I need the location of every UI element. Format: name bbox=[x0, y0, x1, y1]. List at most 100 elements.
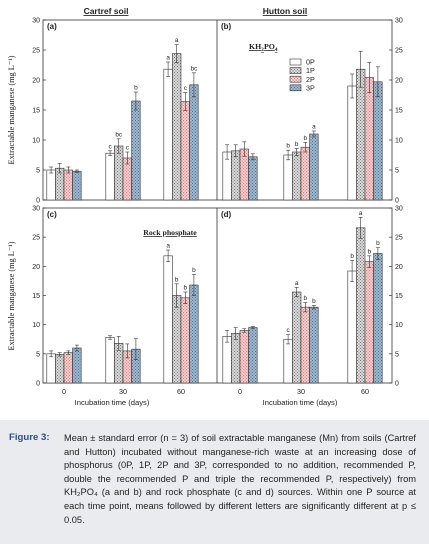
caption-text: Mean ± standard error (n = 3) of soil ex… bbox=[64, 433, 416, 525]
y-tick-label: 0 bbox=[36, 381, 40, 388]
legend-label-0P: 0P bbox=[306, 58, 315, 67]
bar-2P-0 bbox=[63, 352, 73, 384]
significance-letter: b bbox=[368, 248, 372, 255]
y-tick-label: 0 bbox=[395, 198, 399, 205]
x-tick-label: 60 bbox=[361, 387, 369, 396]
bar-0P-60 bbox=[163, 68, 173, 201]
significance-letter: b bbox=[184, 285, 188, 292]
y-tick-label: 20 bbox=[395, 264, 403, 271]
legend-swatch-2P bbox=[289, 75, 302, 83]
legend-swatch-1P bbox=[289, 67, 302, 74]
x-axis-label-right: Incubation time (days) bbox=[263, 398, 338, 407]
y-tick-label: 25 bbox=[395, 48, 403, 55]
top-panel-frame bbox=[42, 19, 393, 201]
significance-letter: b bbox=[295, 141, 299, 148]
bar-1P-60 bbox=[172, 53, 182, 201]
bar-2P-0 bbox=[239, 148, 249, 201]
y-tick-label: 25 bbox=[32, 235, 40, 242]
significance-letter: c bbox=[126, 145, 130, 152]
source-label-part: KH bbox=[249, 42, 261, 51]
y-tick-label: 30 bbox=[32, 18, 40, 25]
significance-letter: b bbox=[175, 276, 179, 283]
bar-2P-60 bbox=[364, 261, 374, 384]
source-label-part: PO bbox=[264, 42, 275, 51]
x-tick-label: 0 bbox=[238, 387, 242, 396]
bar-3P-0 bbox=[248, 156, 258, 201]
bar-1P-60 bbox=[356, 227, 366, 384]
plot-area: (a)051015202530cbccbaacbc(b)051015202530… bbox=[32, 18, 403, 397]
x-axis-label-left: Incubation time (days) bbox=[75, 398, 150, 407]
significance-letter: b bbox=[286, 143, 290, 150]
bar-0P-30 bbox=[283, 338, 293, 384]
significance-letter: b bbox=[376, 240, 380, 247]
y-tick-label: 25 bbox=[32, 48, 40, 55]
bar-3P-30 bbox=[309, 306, 319, 384]
significance-letter: a bbox=[359, 210, 363, 217]
bar-0P-30 bbox=[105, 337, 115, 384]
y-tick-label: 0 bbox=[395, 381, 399, 388]
significance-letter: a bbox=[295, 280, 299, 287]
bar-1P-0 bbox=[231, 150, 241, 201]
bar-3P-30 bbox=[309, 133, 319, 201]
legend-label-1P: 1P bbox=[306, 66, 315, 75]
caption-label: Figure 3: bbox=[9, 432, 50, 443]
bottom-panel-frame bbox=[42, 207, 393, 384]
y-tick-label: 10 bbox=[32, 138, 40, 145]
bar-chart-figure: Cartref soil Hutton soil KH2PO4 Rock pho… bbox=[7, 6, 403, 407]
source-label-bottom: Rock phosphate bbox=[143, 228, 197, 237]
significance-letter: b bbox=[304, 295, 308, 302]
bar-3P-60 bbox=[373, 253, 383, 384]
bar-0P-0 bbox=[46, 169, 56, 201]
y-axis-label-top: Extractable manganese (mg L⁻¹) bbox=[7, 55, 16, 164]
bar-3P-0 bbox=[248, 327, 258, 384]
panel-title-left: Cartref soil bbox=[84, 6, 129, 16]
significance-letter: b bbox=[134, 85, 138, 92]
legend-swatch-3P bbox=[289, 84, 302, 92]
x-tick-label: 0 bbox=[62, 387, 66, 396]
source-label-part: 2 bbox=[261, 47, 264, 53]
y-tick-label: 15 bbox=[32, 108, 40, 115]
y-tick-label: 20 bbox=[32, 78, 40, 85]
bar-2P-0 bbox=[63, 169, 73, 201]
x-tick-label: 60 bbox=[177, 387, 185, 396]
bar-0P-60 bbox=[347, 85, 357, 201]
significance-letter: c bbox=[108, 143, 112, 150]
y-tick-label: 20 bbox=[395, 78, 403, 85]
bar-1P-0 bbox=[231, 333, 241, 384]
y-tick-label: 5 bbox=[395, 351, 399, 358]
y-tick-label: 10 bbox=[395, 138, 403, 145]
legend-swatch-0P bbox=[289, 58, 302, 66]
bar-3P-60 bbox=[373, 81, 383, 201]
significance-letter: bc bbox=[115, 131, 123, 138]
bar-1P-60 bbox=[172, 295, 182, 384]
bar-3P-60 bbox=[189, 284, 199, 384]
legend-label-3P: 3P bbox=[306, 83, 315, 92]
bar-1P-30 bbox=[292, 291, 302, 384]
y-tick-label: 20 bbox=[32, 264, 40, 271]
y-tick-label: 15 bbox=[32, 293, 40, 300]
bar-2P-0 bbox=[239, 330, 249, 384]
bar-2P-30 bbox=[300, 146, 310, 201]
panel-letter: (c) bbox=[47, 210, 57, 219]
y-tick-label: 15 bbox=[395, 108, 403, 115]
significance-letter: a bbox=[166, 243, 170, 250]
source-label-top: KH2PO4 bbox=[249, 42, 278, 53]
significance-letter: c bbox=[184, 85, 188, 92]
y-axis-label-bottom: Extractable manganese (mg L⁻¹) bbox=[7, 241, 16, 350]
bar-1P-60 bbox=[356, 68, 366, 201]
panel-letter: (b) bbox=[221, 22, 232, 31]
bar-1P-0 bbox=[55, 354, 65, 384]
significance-letter: a bbox=[312, 124, 316, 131]
significance-letter: b bbox=[192, 267, 196, 274]
x-tick-label: 30 bbox=[119, 387, 127, 396]
significance-letter: a bbox=[175, 37, 179, 44]
bar-2P-60 bbox=[364, 77, 374, 201]
bar-1P-30 bbox=[114, 145, 124, 201]
bar-0P-30 bbox=[283, 154, 293, 201]
bar-0P-60 bbox=[163, 255, 173, 384]
significance-letter: a bbox=[166, 55, 170, 62]
y-tick-label: 5 bbox=[395, 168, 399, 175]
